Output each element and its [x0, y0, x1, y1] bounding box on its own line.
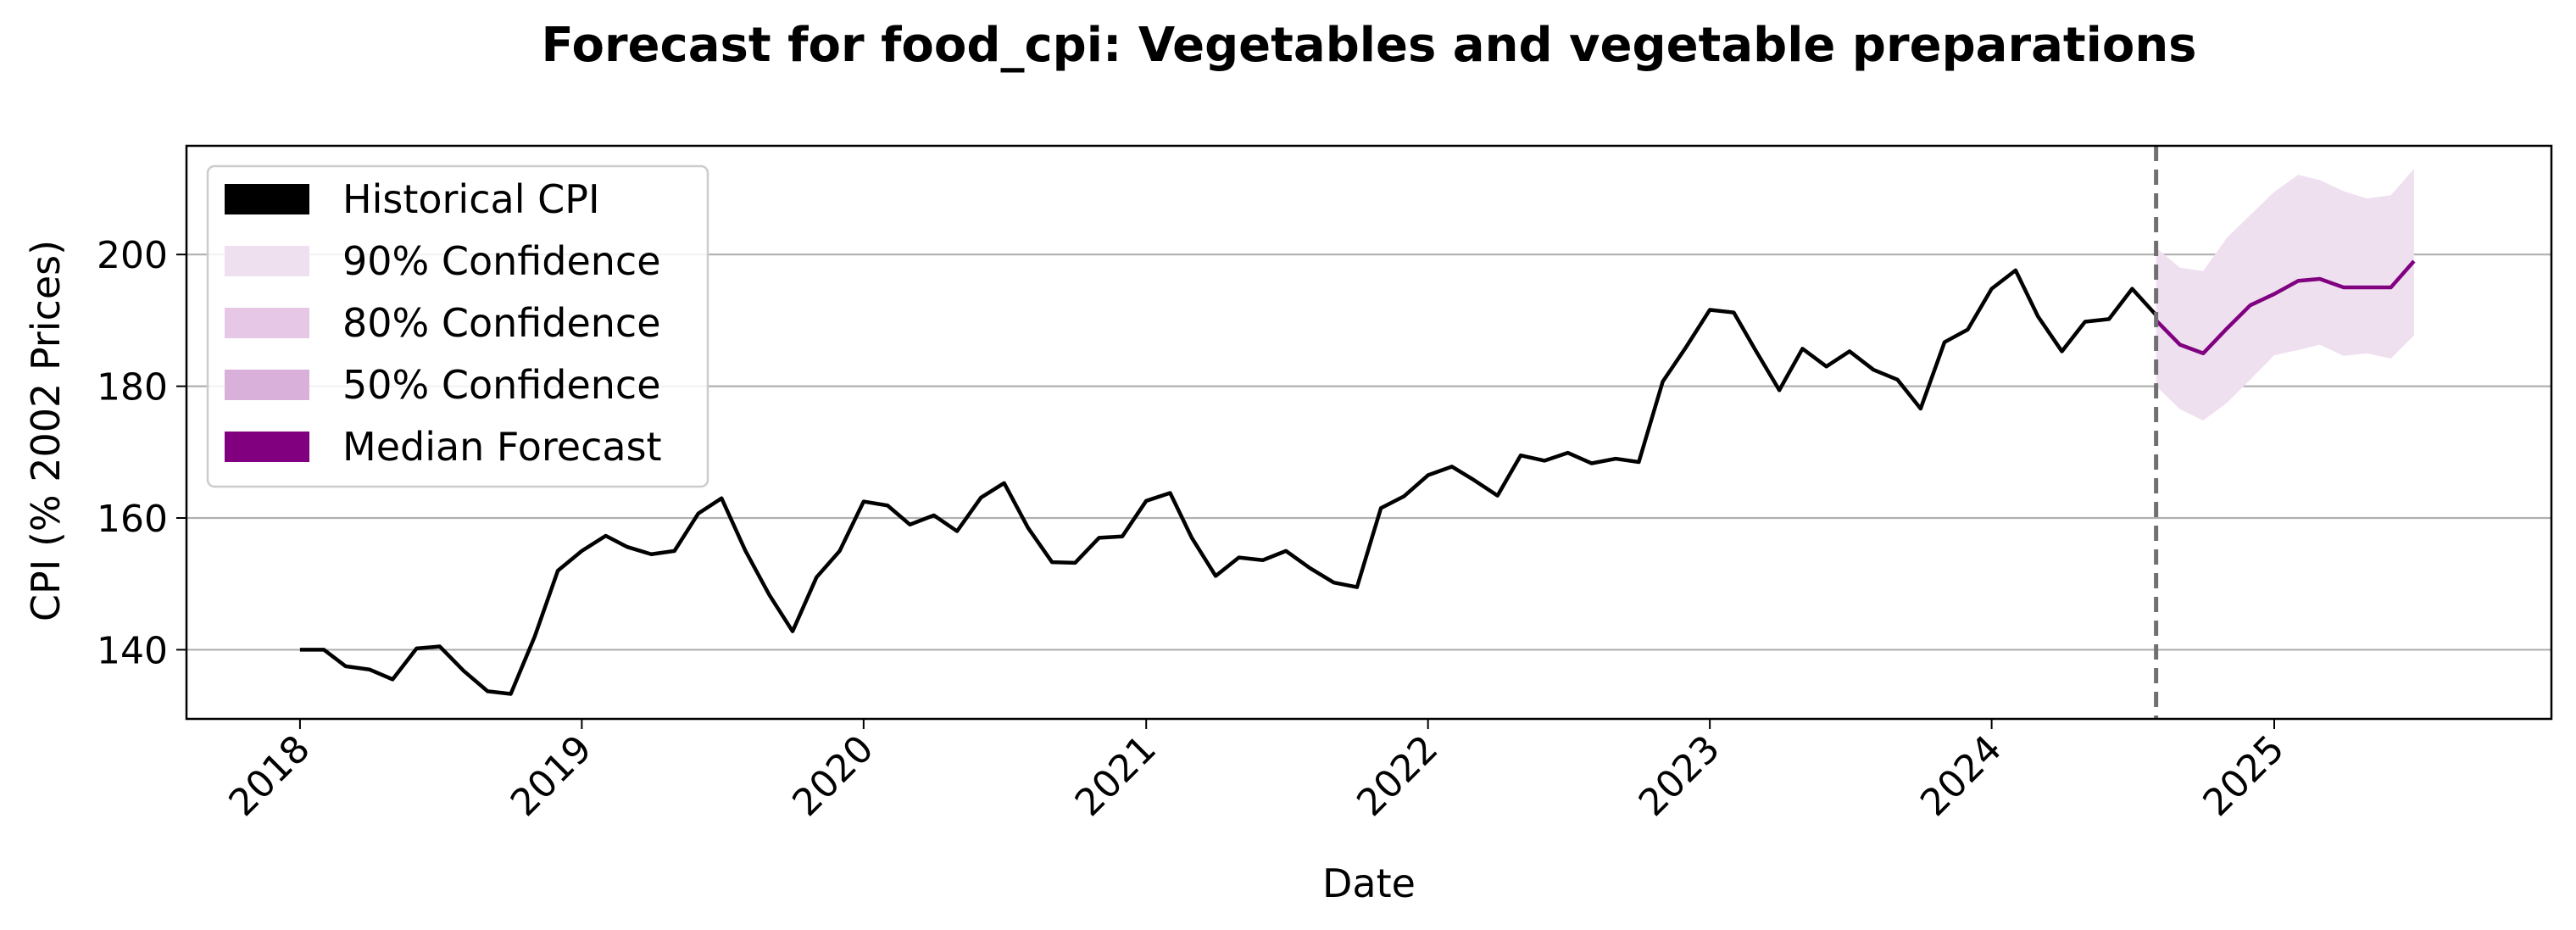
confidence-band-90: [2156, 169, 2414, 421]
median-forecast-line: [2155, 259, 2416, 356]
legend-label: Historical CPI: [342, 176, 600, 222]
x-tick-label: 2019: [503, 727, 600, 825]
legend-box: [206, 164, 709, 488]
legend-swatch: [225, 370, 309, 400]
x-tick-label: 2018: [220, 727, 318, 825]
y-axis-label: CPI (% 2002 Prices): [23, 240, 69, 621]
y-tick-label: 160: [97, 498, 168, 541]
legend-label: 90% Confidence: [342, 238, 661, 284]
y-tick-label: 200: [97, 234, 168, 277]
y-tick-label: 140: [97, 629, 168, 672]
x-tick-label: 2021: [1067, 727, 1165, 825]
y-tick-label: 180: [97, 366, 168, 409]
legend-label: 80% Confidence: [342, 300, 661, 346]
x-axis-label: Date: [1322, 860, 1416, 906]
x-tick-label: 2024: [1912, 727, 2010, 825]
legend-swatch: [225, 432, 309, 462]
legend: Historical CPI 90% Confidence 80% Confiden…: [206, 164, 709, 488]
legend-swatch: [225, 246, 309, 276]
x-tick-label: 2023: [1631, 727, 1728, 825]
legend-label: Median Forecast: [342, 424, 662, 470]
chart-title: Forecast for food_cpi: Vegetables and ve…: [541, 18, 2196, 73]
plot-frame: [185, 144, 2553, 721]
x-tick-label: 2025: [2195, 727, 2293, 825]
x-tick-label: 2022: [1349, 727, 1446, 825]
legend-swatch: [225, 184, 309, 214]
legend-label: 50% Confidence: [342, 362, 661, 408]
x-tick-label: 2020: [784, 727, 882, 825]
legend-swatch: [225, 308, 309, 338]
historical-cpi-line: [299, 268, 2158, 696]
